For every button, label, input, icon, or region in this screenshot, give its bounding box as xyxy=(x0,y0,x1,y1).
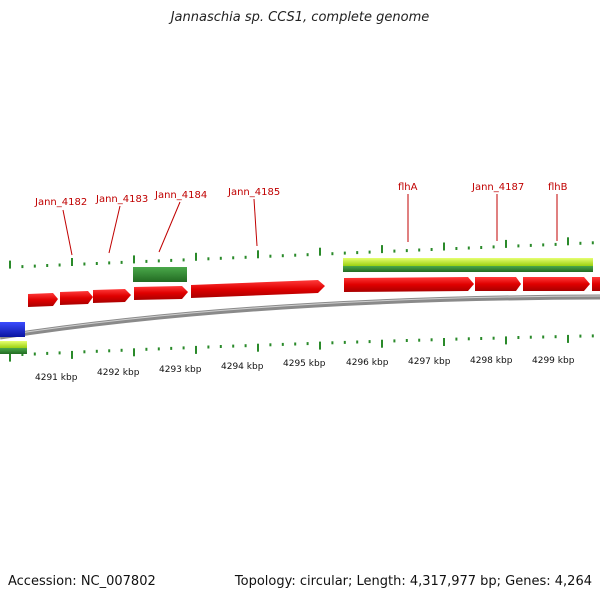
genome-summary-text: Topology: circular; Length: 4,317,977 bp… xyxy=(235,574,592,589)
axis-label: 4292 kbp xyxy=(97,368,140,378)
genome-backbone xyxy=(0,297,600,337)
green-feature-track[interactable] xyxy=(343,266,593,272)
cds-arrow[interactable] xyxy=(191,280,325,298)
axis-label: 4291 kbp xyxy=(35,373,78,383)
gene-label-flha[interactable]: flhA xyxy=(398,182,418,193)
cds-arrow[interactable] xyxy=(60,291,93,305)
cds-arrow[interactable] xyxy=(592,277,600,291)
cds-arrow[interactable] xyxy=(523,277,590,291)
gene-label-jann-4183[interactable]: Jann_4183 xyxy=(95,194,148,205)
axis-label: 4296 kbp xyxy=(346,358,389,368)
axis-label: 4297 kbp xyxy=(408,357,451,367)
gene-label-leader xyxy=(159,202,180,252)
cds-arrow[interactable] xyxy=(134,286,188,300)
axis-label: 4298 kbp xyxy=(470,356,513,366)
cds-arrow[interactable] xyxy=(93,289,131,303)
gene-label-jann-4185[interactable]: Jann_4185 xyxy=(227,187,280,198)
axis-label: 4299 kbp xyxy=(532,356,575,366)
gene-label-leader xyxy=(254,199,257,246)
blue-feature[interactable] xyxy=(0,322,25,337)
gene-label-jann-4182[interactable]: Jann_4182 xyxy=(34,197,87,208)
lime-feature-track[interactable] xyxy=(343,258,593,266)
gene-label-leader xyxy=(63,210,72,255)
genome-backbone-highlight xyxy=(0,296,600,336)
cds-arrow[interactable] xyxy=(475,277,521,291)
gene-label-leader xyxy=(109,206,120,253)
gene-label-jann-4187[interactable]: Jann_4187 xyxy=(471,182,524,193)
green-feature-left[interactable] xyxy=(0,348,27,354)
gene-label-flhb[interactable]: flhB xyxy=(548,182,568,193)
cds-arrow[interactable] xyxy=(344,277,474,292)
genome-map: Jann_4182 Jann_4183 Jann_4184 Jann_4185 … xyxy=(0,0,600,600)
accession-text: Accession: NC_007802 xyxy=(8,574,156,589)
gene-label-jann-4184[interactable]: Jann_4184 xyxy=(154,190,207,201)
axis-label: 4294 kbp xyxy=(221,362,264,372)
lime-feature-left[interactable] xyxy=(0,341,27,348)
cds-arrow[interactable] xyxy=(28,293,58,307)
axis-label: 4293 kbp xyxy=(159,365,202,375)
rna-feature-green[interactable] xyxy=(133,267,187,282)
axis-label: 4295 kbp xyxy=(283,359,326,369)
